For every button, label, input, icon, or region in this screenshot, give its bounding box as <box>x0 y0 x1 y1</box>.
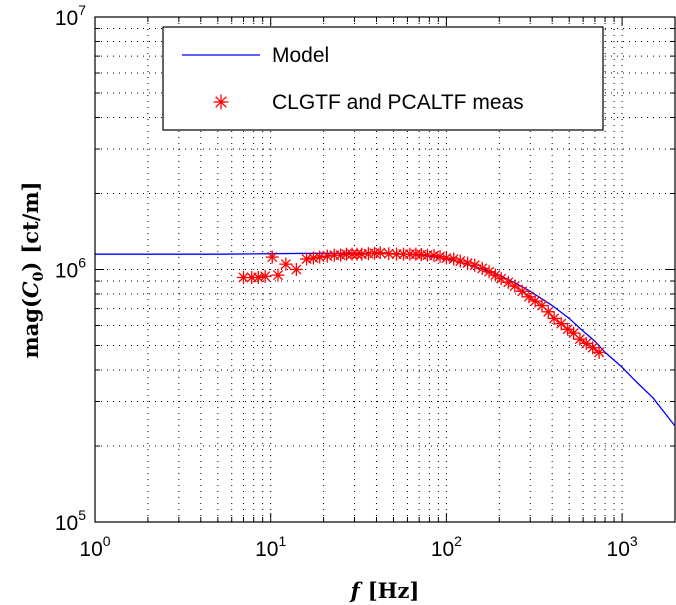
y-axis-subscript: 0 <box>31 271 47 281</box>
x-axis-unit: [Hz] <box>368 578 420 603</box>
y-axis-unit: [ct/m] <box>18 181 43 253</box>
tick-marks <box>94 16 676 523</box>
y-tick-label: 106 <box>55 255 86 283</box>
x-tick-label: 102 <box>431 533 462 561</box>
meas-point <box>475 261 489 275</box>
series-layer <box>95 246 675 427</box>
x-axis-label: f [Hz] <box>349 578 420 603</box>
legend-asterisk-icon <box>213 94 229 110</box>
meas-point <box>320 249 334 263</box>
legend-meas-label: CLGTF and PCALTF meas <box>272 91 524 114</box>
y-axis-symbol: C <box>18 281 43 298</box>
meas-point <box>515 284 529 298</box>
tick-labels: 100 101 102 103 105 106 107 <box>55 2 638 561</box>
y-tick-label: 107 <box>55 2 86 30</box>
meas-point <box>271 268 285 282</box>
meas-point <box>535 299 549 313</box>
meas-point <box>547 311 561 325</box>
meas-point <box>592 345 606 359</box>
meas-point <box>528 294 542 308</box>
meas-point <box>334 248 348 262</box>
x-tick-label: 101 <box>255 533 286 561</box>
meas-point <box>554 317 568 331</box>
legend: Model CLGTF and PCALTF meas <box>162 26 604 131</box>
meas-point <box>586 341 600 355</box>
y-tick-label: 105 <box>55 507 86 535</box>
meas-point <box>501 275 515 289</box>
x-tick-label: 100 <box>79 533 110 561</box>
meas-point <box>373 246 387 260</box>
y-axis-label: mag(C0)[ct/m] <box>18 181 47 358</box>
x-axis-symbol: f <box>349 578 364 603</box>
meas-point <box>494 272 508 286</box>
meas-point <box>561 322 575 336</box>
legend-model-label: Model <box>272 44 329 67</box>
meas-point <box>251 270 265 284</box>
meas-point <box>279 257 293 271</box>
meas-point <box>427 249 441 263</box>
x-tick-label: 103 <box>607 533 638 561</box>
legend-box <box>162 26 604 131</box>
meas-point <box>289 263 303 276</box>
model-line <box>95 252 675 427</box>
meas-point <box>300 252 314 266</box>
meas-point <box>579 336 593 350</box>
legend-meas-marker <box>213 94 229 110</box>
meas-point <box>508 279 522 293</box>
meas-point <box>265 250 279 264</box>
meas-point <box>258 269 272 283</box>
